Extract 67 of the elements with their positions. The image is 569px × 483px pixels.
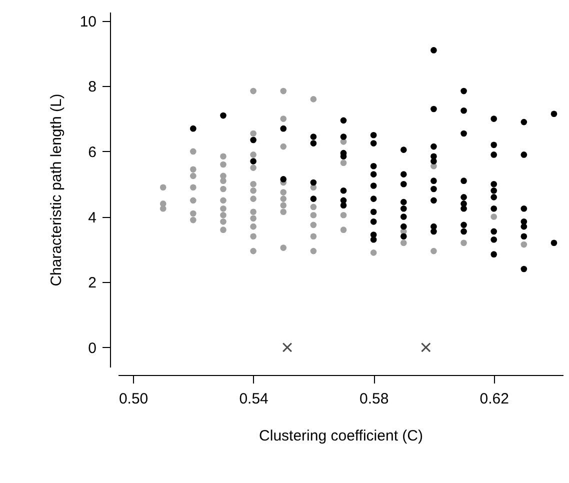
point	[250, 223, 256, 230]
point	[220, 197, 226, 204]
point	[250, 196, 256, 202]
y-tick-label: 2	[88, 274, 96, 292]
point	[280, 244, 287, 251]
point	[280, 208, 287, 216]
point	[280, 116, 287, 122]
point	[310, 248, 317, 254]
point	[420, 342, 431, 352]
x-axis-title: Clustering coefficient (C)	[259, 428, 423, 444]
y-tick-label: 8	[88, 78, 96, 96]
point	[520, 241, 528, 248]
x-tick-label: 0.50	[118, 390, 148, 408]
point	[340, 160, 347, 166]
point	[430, 248, 437, 254]
point	[220, 172, 226, 180]
point	[310, 233, 317, 240]
y-tick-label: 10	[80, 13, 96, 30]
point	[280, 143, 287, 150]
point	[282, 342, 292, 352]
point	[250, 180, 256, 188]
point	[340, 226, 347, 233]
point	[190, 148, 196, 155]
point	[460, 240, 467, 246]
point	[250, 248, 256, 254]
x-tick-label: 0.54	[239, 390, 268, 408]
point	[310, 222, 317, 228]
point	[250, 233, 256, 240]
y-tick-label: 0	[88, 340, 96, 357]
point	[220, 153, 226, 160]
point	[190, 197, 196, 204]
y-axis-title: Characteristic path length (L)	[48, 94, 65, 286]
point	[250, 152, 256, 158]
point	[280, 189, 287, 196]
point	[250, 208, 256, 216]
point	[490, 214, 498, 220]
point	[250, 130, 256, 137]
point	[250, 164, 256, 171]
point	[160, 184, 166, 191]
point	[340, 212, 347, 218]
point	[310, 204, 317, 210]
y-tick-label: 6	[88, 144, 96, 161]
point	[310, 212, 317, 218]
y-tick-label: 4	[88, 209, 96, 226]
point	[220, 212, 226, 218]
point	[310, 96, 317, 102]
point	[220, 205, 226, 212]
point	[400, 240, 407, 246]
point	[190, 166, 196, 173]
point	[220, 186, 226, 192]
point	[250, 88, 256, 94]
point	[250, 215, 256, 222]
point	[190, 184, 196, 191]
x-tick-label: 0.62	[480, 390, 509, 408]
point	[220, 218, 226, 225]
point	[280, 88, 287, 94]
point	[160, 205, 166, 212]
point	[370, 250, 377, 256]
point	[190, 216, 196, 224]
point	[190, 210, 196, 217]
point	[280, 202, 287, 208]
point	[250, 187, 256, 194]
point	[220, 161, 226, 168]
point	[220, 226, 226, 233]
point	[190, 172, 196, 180]
x-tick-label: 0.58	[359, 390, 389, 408]
point	[280, 196, 287, 202]
